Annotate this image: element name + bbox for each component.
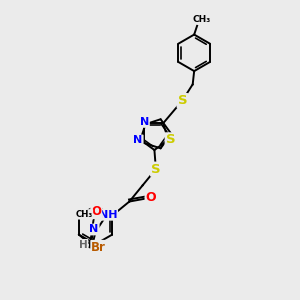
Text: NH: NH [99, 210, 117, 220]
Text: O: O [146, 191, 156, 205]
Text: CH₃: CH₃ [75, 210, 92, 219]
Text: Br: Br [91, 241, 106, 254]
Text: N: N [89, 224, 99, 235]
Text: S: S [151, 163, 161, 176]
Text: N: N [140, 117, 149, 127]
Text: N: N [134, 135, 143, 146]
Text: H: H [79, 240, 88, 250]
Text: S: S [178, 94, 187, 107]
Text: O: O [91, 205, 101, 218]
Text: CH₃: CH₃ [193, 15, 211, 24]
Text: S: S [166, 133, 175, 146]
